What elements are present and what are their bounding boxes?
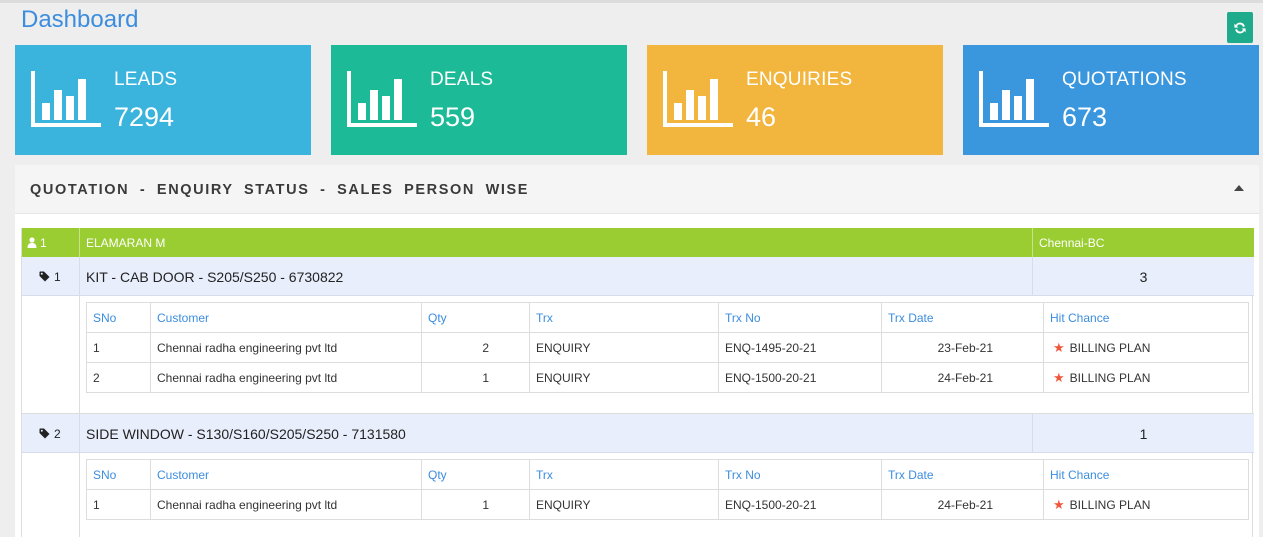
- enquiries-count: 46: [746, 102, 777, 132]
- table-row[interactable]: 1 Chennai radha engineering pvt ltd 2 EN…: [86, 332, 1249, 363]
- refresh-icon: [1234, 22, 1246, 33]
- product-total: 3: [1139, 268, 1148, 285]
- table-row[interactable]: 2 Chennai radha engineering pvt ltd 1 EN…: [86, 362, 1249, 393]
- enquiry-detail-table: SNo Customer Qty Trx Trx No Trx Date Hit…: [86, 459, 1249, 520]
- table-row[interactable]: 1 Chennai radha engineering pvt ltd 1 EN…: [86, 489, 1249, 520]
- cell-qty: 1: [421, 362, 530, 393]
- caret-up-icon[interactable]: [1233, 183, 1245, 193]
- col-sno: SNo: [86, 459, 151, 490]
- col-customer: Customer: [150, 459, 422, 490]
- page-title: Dashboard: [21, 6, 139, 33]
- panel-header: QUOTATION - ENQUIRY STATUS - SALES PERSO…: [15, 165, 1259, 214]
- hit-chance-text: BILLING PLAN: [1069, 370, 1151, 385]
- table-header-row: SNo Customer Qty Trx Trx No Trx Date Hit…: [86, 459, 1249, 490]
- user-icon: [27, 237, 37, 248]
- leads-card[interactable]: LEADS 7294: [15, 45, 311, 155]
- product-row[interactable]: 1 KIT - CAB DOOR - S205/S250 - 6730822 3: [22, 257, 1254, 296]
- cell-sno: 1: [86, 489, 151, 520]
- hit-chance-text: BILLING PLAN: [1069, 497, 1151, 512]
- sales-person-status-panel: QUOTATION - ENQUIRY STATUS - SALES PERSO…: [15, 165, 1259, 537]
- sales-person-name: ELAMARAN M: [80, 228, 1033, 257]
- star-icon: ★: [1053, 339, 1065, 355]
- col-trx-date: Trx Date: [881, 302, 1044, 333]
- cell-sno: 2: [86, 362, 151, 393]
- col-trx: Trx: [529, 302, 719, 333]
- deals-count: 559: [430, 102, 476, 132]
- detail-spacer: [22, 296, 80, 413]
- cell-trx-no: ENQ-1500-20-21: [718, 362, 882, 393]
- detail-spacer: [22, 453, 80, 537]
- col-trx-no: Trx No: [718, 302, 882, 333]
- col-qty: Qty: [421, 459, 530, 490]
- sales-person-branch: Chennai-BC: [1039, 235, 1105, 250]
- enquiry-detail-table: SNo Customer Qty Trx Trx No Trx Date Hit…: [86, 302, 1249, 393]
- cell-customer: Chennai radha engineering pvt ltd: [150, 489, 422, 520]
- cell-hit-chance: ★ BILLING PLAN: [1043, 362, 1249, 393]
- cell-trx-no: ENQ-1495-20-21: [718, 332, 882, 363]
- product-index: 2: [54, 426, 61, 441]
- tag-icon: [39, 271, 50, 282]
- cell-customer: Chennai radha engineering pvt ltd: [150, 332, 422, 363]
- star-icon: ★: [1053, 496, 1065, 512]
- cell-trx: ENQUIRY: [529, 362, 719, 393]
- tag-icon: [39, 428, 50, 439]
- cell-trx: ENQUIRY: [529, 489, 719, 520]
- quotations-label: QUOTATIONS: [1062, 69, 1187, 90]
- refresh-button[interactable]: [1227, 12, 1253, 43]
- product-row[interactable]: 2 SIDE WINDOW - S130/S160/S205/S250 - 71…: [22, 414, 1254, 453]
- bar-chart-icon: [979, 71, 1049, 127]
- enquiries-label: ENQUIRIES: [746, 69, 853, 90]
- product-index-cell: 1: [22, 257, 80, 296]
- product-detail-area: SNo Customer Qty Trx Trx No Trx Date Hit…: [22, 453, 1254, 537]
- col-sno: SNo: [86, 302, 151, 333]
- col-qty: Qty: [421, 302, 530, 333]
- bar-chart-icon: [663, 71, 733, 127]
- cell-trx: ENQUIRY: [529, 332, 719, 363]
- product-total: 1: [1139, 425, 1148, 442]
- deals-card[interactable]: DEALS 559: [331, 45, 627, 155]
- cell-trx-date: 24-Feb-21: [881, 362, 1044, 393]
- top-border: [0, 0, 1263, 3]
- col-customer: Customer: [150, 302, 422, 333]
- star-icon: ★: [1053, 369, 1065, 385]
- sales-person-index: 1: [40, 235, 47, 250]
- product-index: 1: [54, 269, 61, 284]
- product-detail-area: SNo Customer Qty Trx Trx No Trx Date Hit…: [22, 296, 1254, 414]
- cell-customer: Chennai radha engineering pvt ltd: [150, 362, 422, 393]
- cell-trx-date: 23-Feb-21: [881, 332, 1044, 363]
- quotations-card[interactable]: QUOTATIONS 673: [963, 45, 1259, 155]
- leads-count: 7294: [114, 102, 175, 132]
- product-name: SIDE WINDOW - S130/S160/S205/S250 - 7131…: [80, 414, 1033, 453]
- cell-sno: 1: [86, 332, 151, 363]
- leads-label: LEADS: [114, 69, 178, 90]
- product-index-cell: 2: [22, 414, 80, 453]
- col-trx-date: Trx Date: [881, 459, 1044, 490]
- cell-qty: 1: [421, 489, 530, 520]
- sales-person-index-cell: 1: [22, 228, 80, 257]
- product-name: KIT - CAB DOOR - S205/S250 - 6730822: [80, 257, 1033, 296]
- cell-qty: 2: [421, 332, 530, 363]
- enquiries-card[interactable]: ENQUIRIES 46: [647, 45, 943, 155]
- col-trx: Trx: [529, 459, 719, 490]
- deals-label: DEALS: [430, 69, 494, 90]
- bar-chart-icon: [347, 71, 417, 127]
- bar-chart-icon: [31, 71, 101, 127]
- col-hit-chance: Hit Chance: [1043, 459, 1249, 490]
- hit-chance-text: BILLING PLAN: [1069, 340, 1151, 355]
- sales-person-row[interactable]: 1 ELAMARAN M Chennai-BC: [22, 228, 1254, 257]
- cell-trx-no: ENQ-1500-20-21: [718, 489, 882, 520]
- col-hit-chance: Hit Chance: [1043, 302, 1249, 333]
- status-table: 1 ELAMARAN M Chennai-BC 1 KIT - CAB DOOR…: [21, 228, 1254, 537]
- cell-trx-date: 24-Feb-21: [881, 489, 1044, 520]
- cell-hit-chance: ★ BILLING PLAN: [1043, 489, 1249, 520]
- summary-cards: LEADS 7294 DEALS 559 ENQUIRIES 46: [15, 45, 1259, 155]
- cell-hit-chance: ★ BILLING PLAN: [1043, 332, 1249, 363]
- quotations-count: 673: [1062, 102, 1108, 132]
- table-header-row: SNo Customer Qty Trx Trx No Trx Date Hit…: [86, 302, 1249, 333]
- col-trx-no: Trx No: [718, 459, 882, 490]
- panel-title: QUOTATION - ENQUIRY STATUS - SALES PERSO…: [30, 182, 530, 198]
